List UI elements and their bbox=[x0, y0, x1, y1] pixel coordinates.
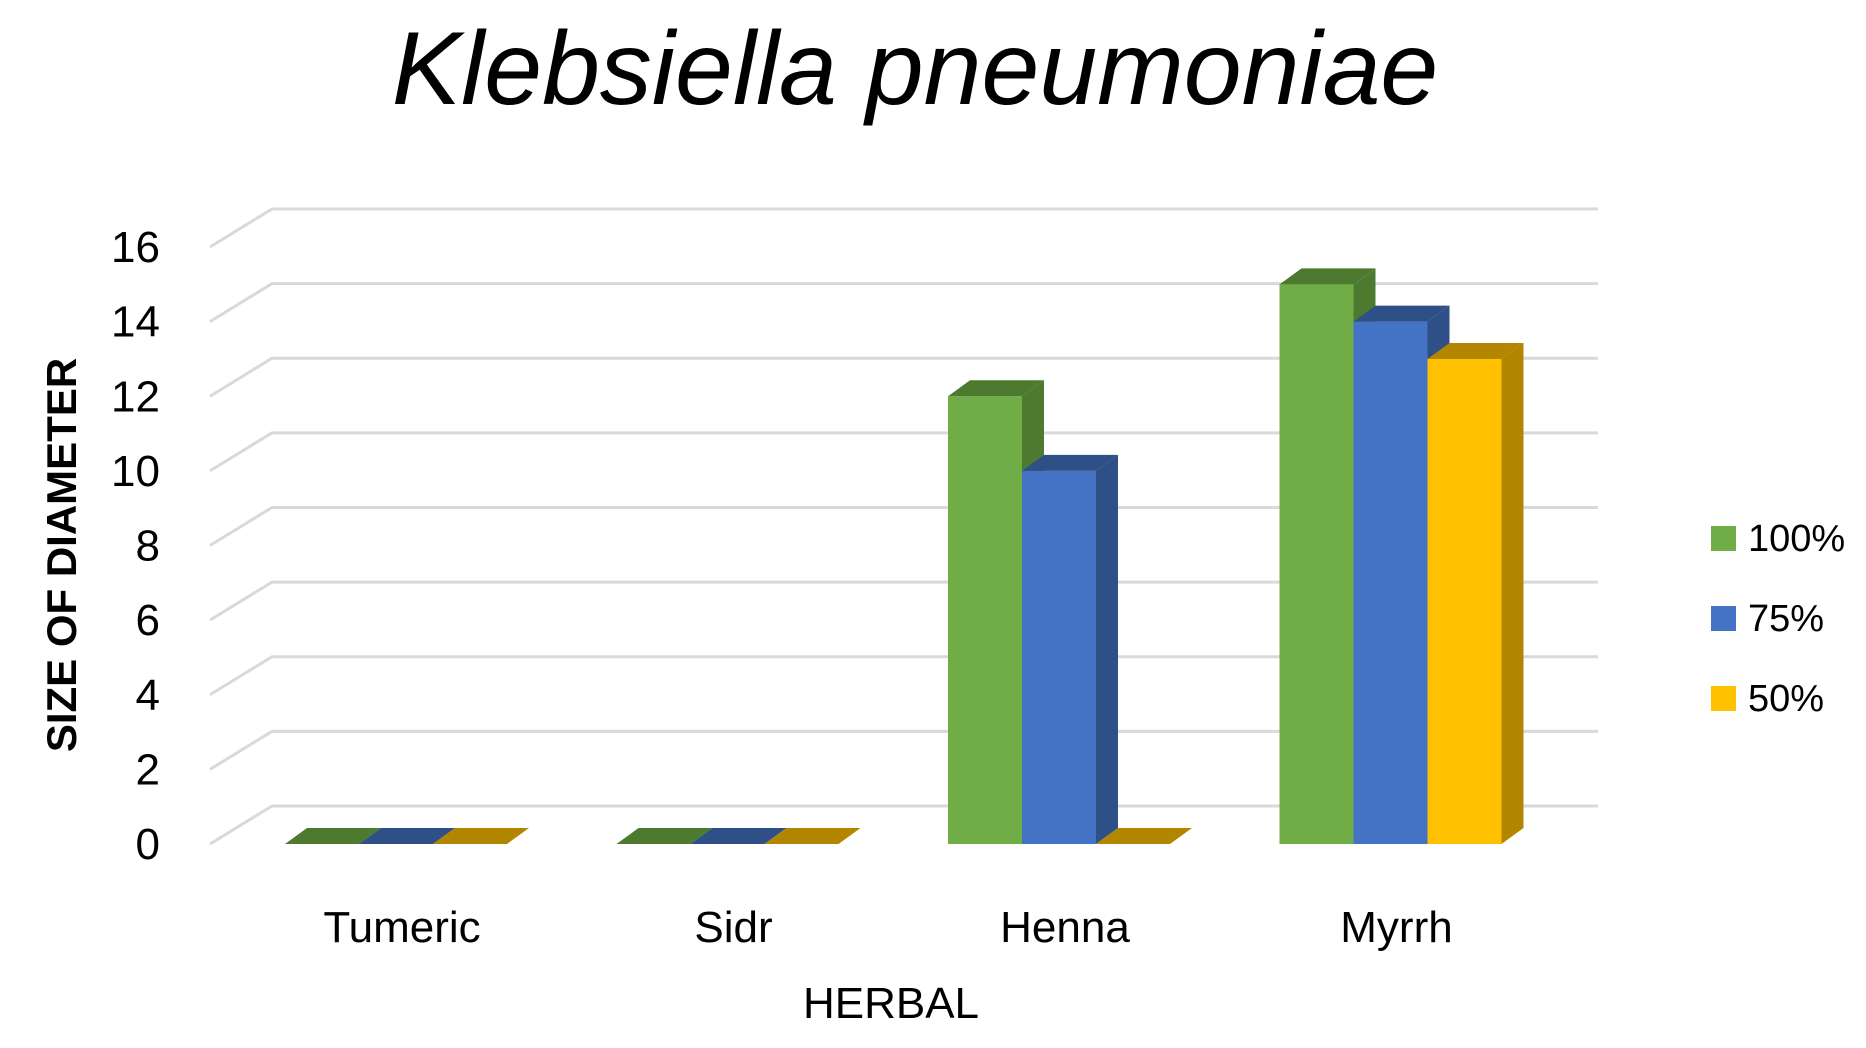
gridlines bbox=[209, 207, 1598, 846]
legend-label: 50% bbox=[1748, 678, 1824, 720]
x-tick-label: Henna bbox=[1000, 903, 1130, 952]
bar bbox=[764, 828, 861, 844]
gridline bbox=[209, 506, 1598, 547]
y-tick-label: 16 bbox=[111, 223, 160, 272]
legend-swatch bbox=[1711, 606, 1736, 631]
chart-title: Klebsiella pneumoniae bbox=[392, 11, 1439, 127]
bar-top bbox=[285, 828, 381, 844]
gridline bbox=[209, 356, 1598, 398]
x-tick-label: Sidr bbox=[694, 903, 772, 952]
x-axis-title: HERBAL bbox=[803, 979, 979, 1028]
legend-swatch bbox=[1711, 686, 1736, 711]
bar bbox=[359, 828, 455, 844]
gridline bbox=[209, 207, 1598, 249]
gridline bbox=[209, 282, 1598, 323]
bar-front bbox=[1427, 358, 1502, 844]
y-axis-title: SIZE OF DIAMETER bbox=[38, 358, 85, 752]
gridline bbox=[209, 580, 1598, 622]
bar-side bbox=[1501, 342, 1524, 844]
y-tick-label: 8 bbox=[136, 522, 160, 571]
bar-top bbox=[1022, 454, 1118, 471]
y-tick-label: 4 bbox=[136, 671, 160, 720]
bar bbox=[1022, 454, 1118, 844]
bar-top bbox=[764, 828, 861, 844]
bar-front bbox=[1353, 321, 1428, 844]
legend-item: 50% bbox=[1711, 678, 1824, 720]
bar-side bbox=[1096, 454, 1118, 844]
bar-top bbox=[359, 828, 455, 844]
y-tick-label: 10 bbox=[111, 447, 160, 496]
bar bbox=[285, 828, 381, 844]
bar-top bbox=[1096, 828, 1192, 844]
bar-top bbox=[948, 380, 1044, 397]
y-tick-label: 6 bbox=[136, 596, 160, 645]
y-tick-label: 12 bbox=[111, 372, 160, 421]
bar bbox=[616, 828, 713, 844]
legend-label: 100% bbox=[1748, 518, 1845, 560]
legend-item: 100% bbox=[1711, 518, 1845, 560]
bar bbox=[690, 828, 787, 844]
category-labels: Tumeric Sidr Henna Myrrh bbox=[323, 903, 1452, 952]
bar-top bbox=[1353, 305, 1450, 322]
legend: 100% 75% 50% bbox=[1711, 518, 1845, 720]
x-tick-label: Myrrh bbox=[1340, 903, 1452, 952]
gridline bbox=[209, 729, 1598, 771]
gridline bbox=[209, 431, 1598, 473]
y-tick-label: 0 bbox=[136, 820, 160, 869]
y-tick-labels: 0 2 4 6 8 10 12 14 16 bbox=[111, 223, 160, 869]
y-tick-label: 14 bbox=[111, 298, 160, 347]
bar-top bbox=[1427, 342, 1524, 359]
bar-front bbox=[948, 396, 1022, 844]
bar-front bbox=[1279, 284, 1354, 844]
legend-label: 75% bbox=[1748, 598, 1824, 640]
legend-swatch bbox=[1711, 526, 1736, 551]
bar-top bbox=[433, 828, 529, 844]
bars bbox=[285, 268, 1524, 844]
bar-top bbox=[690, 828, 787, 844]
bar bbox=[1096, 828, 1192, 844]
bar bbox=[433, 828, 529, 844]
bar-top bbox=[1279, 268, 1376, 285]
bar bbox=[1427, 342, 1524, 844]
gridline bbox=[209, 804, 1598, 846]
x-tick-label: Tumeric bbox=[323, 903, 480, 952]
bar-front bbox=[1022, 470, 1096, 844]
bar-top bbox=[616, 828, 713, 844]
legend-item: 75% bbox=[1711, 598, 1824, 640]
y-tick-label: 2 bbox=[136, 745, 160, 794]
gridline bbox=[209, 655, 1598, 697]
